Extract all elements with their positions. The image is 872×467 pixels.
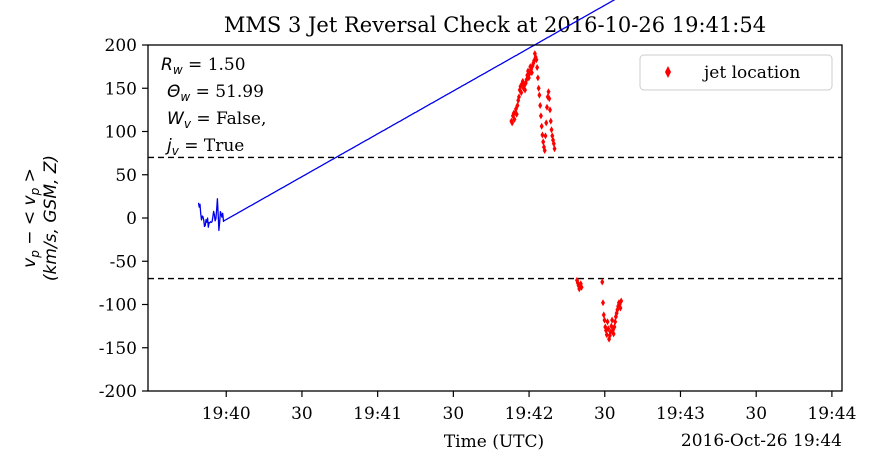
jet-marker: [535, 63, 540, 71]
jet-marker: [612, 323, 617, 331]
jet-marker: [606, 325, 611, 333]
jet-marker: [534, 56, 539, 64]
jet-marker: [529, 69, 534, 77]
jet-marker: [540, 131, 545, 139]
x-tick-label: 30: [443, 404, 465, 424]
jet-marker: [618, 304, 623, 312]
jet-marker: [544, 103, 549, 111]
jet-marker: [536, 84, 541, 92]
jet-marker: [543, 132, 548, 140]
jet-marker: [551, 140, 556, 148]
jet-marker: [547, 95, 552, 103]
jet-marker: [552, 145, 557, 153]
y-tick-label: -100: [99, 296, 137, 316]
plot-area: 200 150 100 50 0 -50 -100 -150 -200 19:40 30 19:41 3…: [99, 0, 856, 424]
jet-marker: [605, 318, 610, 326]
jet-marker: [548, 117, 553, 125]
x-tick-label: 30: [291, 404, 313, 424]
y-tick-label: 100: [105, 123, 137, 143]
jet-marker: [523, 86, 528, 94]
series-line-0: [197, 0, 616, 232]
x-tick-label: 19:41: [353, 404, 402, 424]
x-tick-label: 19:44: [807, 404, 856, 424]
jet-marker: [512, 115, 517, 123]
jet-marker: [601, 299, 606, 307]
y-axis-label-line2: (km/s, GSM, Z): [41, 155, 61, 281]
jet-marker: [538, 112, 543, 120]
y-tick-label: 200: [105, 36, 137, 56]
annotation-box: Rw = 1.50 Θw = 51.99 Wv = False, jv = Tr…: [161, 55, 266, 158]
jet-marker: [515, 102, 520, 110]
x-axis-label: Time (UTC): [444, 432, 544, 452]
jet-marker: [549, 126, 554, 134]
jet-marker: [538, 102, 543, 110]
jet-marker: [611, 330, 616, 338]
jet-marker: [514, 110, 519, 118]
x-tick-label: 30: [745, 404, 767, 424]
annotation-j-v: jv = True: [165, 136, 244, 158]
jet-marker: [619, 297, 624, 305]
jet-marker: [535, 74, 540, 82]
annotation-w-v: Wv = False,: [167, 109, 266, 131]
jet-marker: [544, 119, 549, 127]
jet-marker: [519, 89, 524, 97]
y-axis-label-line1: vp − < vp >: [20, 168, 42, 268]
jet-marker: [516, 93, 521, 101]
jet-marker: [546, 88, 551, 96]
jet-marker: [600, 278, 605, 286]
jet-marker: [510, 119, 515, 127]
jet-marker: [539, 122, 544, 130]
legend-label: jet location: [702, 63, 800, 83]
y-tick-label: -50: [110, 252, 137, 272]
y-tick-label: 50: [115, 166, 137, 186]
jet-marker: [579, 283, 584, 291]
jet-marker: [541, 138, 546, 146]
jet-marker: [610, 316, 615, 324]
x-tick-label: 19:43: [656, 404, 705, 424]
x-tick-label: 30: [594, 404, 616, 424]
jet-marker: [548, 106, 553, 114]
annotation-theta-w: Θw = 51.99: [167, 82, 264, 104]
y-tick-label: -150: [99, 339, 137, 359]
legend: jet location: [639, 54, 833, 91]
jet-marker: [542, 147, 547, 155]
legend-marker-icon: [665, 66, 671, 78]
date-label: 2016-Oct-26 19:44: [681, 431, 842, 451]
chart-title: MMS 3 Jet Reversal Check at 2016-10-26 1…: [224, 13, 766, 37]
x-tick-label: 19:40: [202, 404, 251, 424]
jet-marker: [601, 311, 606, 319]
jet-marker: [602, 316, 607, 324]
y-tick-label: 0: [126, 209, 137, 229]
jet-marker: [537, 91, 542, 99]
axes-frame: [147, 44, 843, 392]
y-tick-label: -200: [99, 382, 137, 402]
jet-marker: [604, 331, 609, 339]
y-tick-label: 150: [105, 79, 137, 99]
x-tick-label: 19:42: [505, 404, 554, 424]
legend-frame: [639, 54, 833, 91]
jet-marker: [613, 318, 618, 326]
y-axis-label: vp − < vp > (km/s, GSM, Z): [20, 155, 61, 281]
annotation-r-w: Rw = 1.50: [161, 55, 246, 77]
